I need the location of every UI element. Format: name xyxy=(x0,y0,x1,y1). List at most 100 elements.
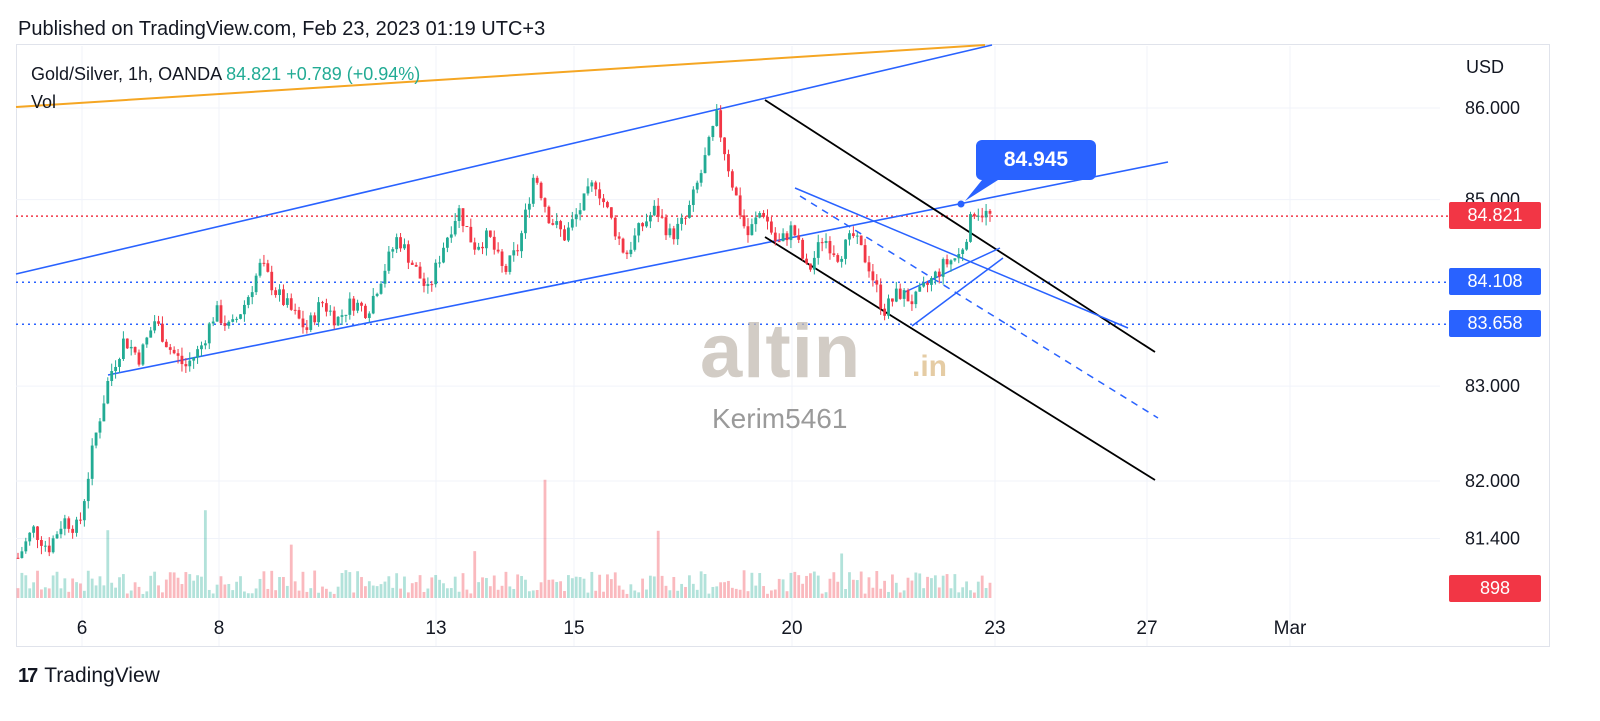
volume-bar-141 xyxy=(567,575,570,598)
volume-legend[interactable]: Vol xyxy=(31,92,57,112)
candle-body-42 xyxy=(180,355,184,365)
candle-body-245 xyxy=(972,214,976,217)
volume-bar-40 xyxy=(172,572,176,598)
candle-body-238 xyxy=(945,259,949,265)
candle-body-187 xyxy=(746,226,750,236)
candle-body-115 xyxy=(465,226,469,228)
candle-body-120 xyxy=(485,230,488,249)
price-callout[interactable]: 84.945 xyxy=(976,140,1096,180)
candle-body-33 xyxy=(145,337,149,345)
volume-bar-160 xyxy=(641,578,644,598)
candle-body-248 xyxy=(984,210,988,218)
candle-body-203 xyxy=(809,263,812,270)
candle-body-47 xyxy=(200,345,203,350)
volume-bar-98 xyxy=(399,588,402,598)
volume-bar-92 xyxy=(375,586,379,598)
symbol-legend[interactable]: Gold/Silver, 1h, OANDA 84.821 +0.789 (+0… xyxy=(31,64,420,85)
candle-body-209 xyxy=(832,253,836,256)
volume-bar-39 xyxy=(168,572,172,598)
volume-bar-68 xyxy=(282,576,285,598)
candle-body-138 xyxy=(555,221,559,225)
candle-body-232 xyxy=(922,282,926,287)
volume-bar-38 xyxy=(164,579,168,598)
volume-bar-234 xyxy=(930,578,933,598)
candle-body-153 xyxy=(613,217,617,237)
candle-body-46 xyxy=(196,349,199,358)
volume-bar-193 xyxy=(769,590,773,598)
candle-body-166 xyxy=(664,217,668,236)
volume-bar-18 xyxy=(86,570,90,598)
volume-bar-48 xyxy=(203,510,207,598)
candle-body-129 xyxy=(520,233,523,252)
volume-bar-16 xyxy=(79,583,82,598)
candle-body-223 xyxy=(887,298,890,316)
tradingview-logo-icon: 17 xyxy=(18,664,38,687)
candle-body-23 xyxy=(106,381,110,404)
candle-body-17 xyxy=(82,501,86,521)
volume-bar-28 xyxy=(125,593,129,598)
candle-body-105 xyxy=(426,284,430,286)
candle-body-12 xyxy=(63,518,67,529)
volume-bar-83 xyxy=(340,573,344,598)
candle-body-11 xyxy=(59,528,63,535)
volume-bar-212 xyxy=(844,589,847,598)
flag-upper xyxy=(904,247,1001,293)
candle-body-75 xyxy=(309,315,313,330)
volume-bar-29 xyxy=(129,590,133,598)
watermark-author: Kerim5461 xyxy=(712,403,848,434)
candle-body-139 xyxy=(559,221,563,230)
candle-body-113 xyxy=(457,208,461,221)
volume-bar-188 xyxy=(750,572,754,598)
volume-bar-186 xyxy=(742,570,746,598)
candle-body-174 xyxy=(695,182,699,190)
volume-bar-204 xyxy=(812,571,816,598)
candle-body-76 xyxy=(313,315,317,323)
volume-bar-60 xyxy=(250,593,254,598)
falling-channel-upper xyxy=(764,99,1156,353)
price-tick-4: 81.400 xyxy=(1465,529,1520,549)
volume-bar-129 xyxy=(520,575,523,598)
volume-bar-164 xyxy=(656,530,660,598)
candle-body-35 xyxy=(153,321,157,331)
volume-bar-34 xyxy=(149,575,153,598)
candle-body-162 xyxy=(648,215,652,222)
candle-body-54 xyxy=(227,321,231,326)
volume-bar-17 xyxy=(82,590,86,598)
volume-bar-9 xyxy=(51,575,55,598)
candle-body-185 xyxy=(738,195,742,216)
volume-bar-179 xyxy=(715,586,719,598)
volume-bar-130 xyxy=(524,579,527,598)
volume-bar-195 xyxy=(777,578,781,598)
volume-bar-6 xyxy=(40,589,43,598)
volume-bar-122 xyxy=(492,575,496,598)
volume-bar-151 xyxy=(606,574,609,598)
candle-body-202 xyxy=(805,258,808,264)
volume-bar-218 xyxy=(867,577,871,598)
volume-bar-79 xyxy=(324,588,328,598)
candle-body-182 xyxy=(727,154,730,172)
candle-body-225 xyxy=(894,288,898,302)
candle-body-62 xyxy=(258,262,262,276)
volume-bar-192 xyxy=(766,593,769,598)
volume-bar-156 xyxy=(625,593,629,598)
volume-bar-21 xyxy=(98,576,102,598)
candle-body-121 xyxy=(488,230,492,237)
candle-body-199 xyxy=(793,225,797,236)
candle-body-106 xyxy=(430,284,434,286)
volume-bar-138 xyxy=(555,581,559,598)
volume-bar-236 xyxy=(937,587,941,598)
volume-bar-93 xyxy=(379,584,383,598)
volume-bar-33 xyxy=(145,591,149,598)
volume-bar-11 xyxy=(59,588,63,598)
candle-body-184 xyxy=(734,187,738,196)
volume-bar-167 xyxy=(668,590,672,598)
candle-body-136 xyxy=(547,206,551,224)
candle-body-170 xyxy=(680,217,684,224)
volume-bar-232 xyxy=(922,588,926,598)
tradingview-logo[interactable]: 17 TradingView xyxy=(18,664,160,688)
volume-bar-66 xyxy=(274,590,278,598)
volume-bar-137 xyxy=(551,579,555,598)
candle-body-160 xyxy=(641,223,644,227)
candle-body-181 xyxy=(723,137,726,155)
